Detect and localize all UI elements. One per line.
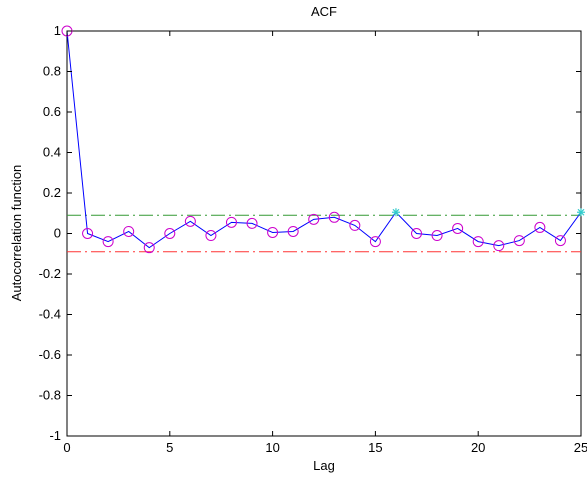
acf-point-3 — [123, 225, 135, 237]
y-tick-label-5: 0 — [54, 226, 61, 241]
y-tick-label-2: -0.6 — [39, 347, 61, 362]
acf-point-21 — [493, 240, 505, 252]
acf-series — [61, 25, 585, 254]
y-tick-label-8: 0.6 — [43, 104, 61, 119]
acf-point-6 — [184, 215, 196, 227]
acf-point-8 — [225, 216, 237, 228]
acf-point-10 — [267, 226, 279, 238]
acf-point-13 — [328, 211, 340, 223]
x-tick-label-5: 25 — [574, 440, 587, 455]
acf-line — [66, 30, 582, 249]
chart-title: ACF — [311, 4, 337, 19]
acf-point-4 — [143, 242, 155, 254]
x-tick-label-0: 0 — [63, 440, 70, 455]
y-tick-label-4: -0.2 — [39, 266, 61, 281]
y-tick-label-7: 0.4 — [43, 145, 61, 160]
y-tick-label-1: -0.8 — [39, 388, 61, 403]
acf-point-14 — [349, 219, 361, 231]
y-tick-label-6: 0.2 — [43, 185, 61, 200]
acf-point-7 — [205, 230, 217, 242]
acf-point-5 — [164, 228, 176, 239]
acf-point-11 — [287, 225, 299, 237]
x-tick-label-4: 20 — [471, 440, 485, 455]
acf-point-23 — [534, 221, 546, 233]
y-tick-label-9: 0.8 — [43, 64, 61, 79]
acf-point-12 — [308, 213, 320, 225]
acf-point-24 — [554, 235, 566, 247]
x-tick-label-1: 5 — [166, 440, 173, 455]
acf-point-star-25 — [577, 208, 585, 217]
acf-point-1 — [82, 228, 94, 239]
plot-area — [66, 30, 582, 437]
y-tick-label-3: -0.4 — [39, 307, 61, 322]
acf-point-22 — [513, 235, 525, 247]
x-tick-label-3: 15 — [368, 440, 382, 455]
x-tick-label-2: 10 — [265, 440, 279, 455]
axis-ticks: 0 5 10 15 20 25 -1 -0.8 -0.6 -0.4 -0.2 0 0.2 0.4 0.6 0.… — [39, 23, 587, 455]
acf-point-15 — [369, 236, 381, 248]
acf-point-17 — [411, 228, 423, 239]
y-axis-label: Autocorrelation function — [9, 165, 24, 302]
acf-point-18 — [431, 230, 443, 242]
acf-point-2 — [102, 236, 114, 248]
acf-point-star-16 — [391, 208, 400, 217]
x-axis-label: Lag — [313, 458, 335, 473]
acf-point-9 — [246, 217, 258, 229]
y-tick-label-0: -1 — [49, 428, 61, 443]
acf-point-19 — [452, 222, 464, 234]
acf-point-20 — [472, 236, 484, 248]
y-tick-label-10: 1 — [54, 23, 61, 38]
